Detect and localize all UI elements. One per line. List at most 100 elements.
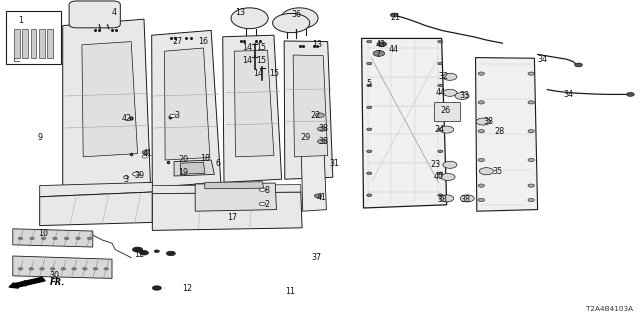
Circle shape <box>528 130 534 133</box>
Polygon shape <box>152 185 301 194</box>
Circle shape <box>72 268 76 270</box>
Circle shape <box>438 172 443 174</box>
Bar <box>6 11 61 64</box>
Circle shape <box>367 150 372 153</box>
Circle shape <box>61 268 65 270</box>
Text: 43: 43 <box>376 40 386 49</box>
Text: 31: 31 <box>330 159 340 168</box>
Circle shape <box>367 106 372 109</box>
Text: 8: 8 <box>264 186 269 195</box>
Text: 2: 2 <box>264 200 269 209</box>
Text: 12: 12 <box>182 284 193 293</box>
Text: 3: 3 <box>175 111 180 120</box>
Circle shape <box>528 198 534 202</box>
Text: 17: 17 <box>227 213 237 222</box>
Circle shape <box>367 172 372 174</box>
Polygon shape <box>301 129 326 211</box>
Circle shape <box>440 195 454 202</box>
Circle shape <box>476 118 490 125</box>
Text: 44: 44 <box>435 88 445 97</box>
Circle shape <box>142 150 150 154</box>
Circle shape <box>390 13 398 17</box>
Circle shape <box>478 101 484 104</box>
Circle shape <box>438 62 443 65</box>
Text: 16: 16 <box>198 37 209 46</box>
Circle shape <box>367 194 372 196</box>
Text: 38: 38 <box>437 196 447 204</box>
Circle shape <box>378 42 387 46</box>
Polygon shape <box>40 192 152 226</box>
Text: 29: 29 <box>301 133 311 142</box>
Circle shape <box>575 63 582 67</box>
Polygon shape <box>40 182 152 197</box>
Text: 41: 41 <box>317 193 327 202</box>
Circle shape <box>42 237 45 239</box>
Text: 41: 41 <box>143 149 153 158</box>
Circle shape <box>124 176 129 179</box>
Text: 23: 23 <box>430 160 440 169</box>
Circle shape <box>441 173 455 180</box>
Circle shape <box>259 188 266 191</box>
Circle shape <box>438 84 443 87</box>
Circle shape <box>460 195 474 202</box>
Polygon shape <box>362 38 447 208</box>
Circle shape <box>154 250 159 252</box>
Circle shape <box>65 237 68 239</box>
Text: 34: 34 <box>538 55 548 64</box>
Text: 32: 32 <box>438 72 449 81</box>
Text: 30: 30 <box>49 271 60 280</box>
Circle shape <box>104 268 108 270</box>
Circle shape <box>478 130 484 133</box>
Text: FR.: FR. <box>50 278 65 287</box>
Circle shape <box>40 268 44 270</box>
Ellipse shape <box>231 8 268 28</box>
Polygon shape <box>152 192 302 230</box>
Circle shape <box>455 92 469 100</box>
Circle shape <box>528 184 534 187</box>
Circle shape <box>142 156 147 158</box>
Text: 19: 19 <box>178 168 188 177</box>
Circle shape <box>528 158 534 162</box>
Circle shape <box>443 161 457 168</box>
Circle shape <box>166 251 175 256</box>
Circle shape <box>443 89 457 96</box>
Circle shape <box>438 106 443 109</box>
Text: 33: 33 <box>460 92 470 100</box>
Text: 40: 40 <box>434 172 444 181</box>
Text: 26: 26 <box>440 106 451 115</box>
Text: 27: 27 <box>173 37 183 46</box>
Polygon shape <box>234 50 274 157</box>
Text: 13: 13 <box>236 8 246 17</box>
Circle shape <box>478 184 484 187</box>
Text: 38: 38 <box>319 124 329 133</box>
Polygon shape <box>223 35 282 182</box>
Circle shape <box>29 268 33 270</box>
Text: 38: 38 <box>461 196 471 204</box>
Circle shape <box>152 286 161 290</box>
Text: 10: 10 <box>38 229 49 238</box>
Circle shape <box>438 194 443 196</box>
Bar <box>47 29 53 58</box>
Text: 38: 38 <box>319 137 329 146</box>
Text: 13: 13 <box>312 40 323 49</box>
Circle shape <box>627 92 634 96</box>
Circle shape <box>528 101 534 104</box>
Bar <box>39 29 45 58</box>
Circle shape <box>93 268 97 270</box>
Circle shape <box>83 268 87 270</box>
Circle shape <box>76 237 80 239</box>
Text: 14: 14 <box>242 56 252 65</box>
Polygon shape <box>284 41 333 179</box>
Circle shape <box>51 268 54 270</box>
Polygon shape <box>152 30 221 187</box>
Text: 15: 15 <box>256 56 266 65</box>
Circle shape <box>440 126 454 133</box>
Text: 24: 24 <box>434 125 444 134</box>
Circle shape <box>19 268 22 270</box>
Bar <box>14 29 20 58</box>
Text: 39: 39 <box>134 172 145 180</box>
Text: 38: 38 <box>483 117 493 126</box>
Circle shape <box>30 237 34 239</box>
Text: 22: 22 <box>310 111 321 120</box>
Text: 34: 34 <box>563 90 573 99</box>
